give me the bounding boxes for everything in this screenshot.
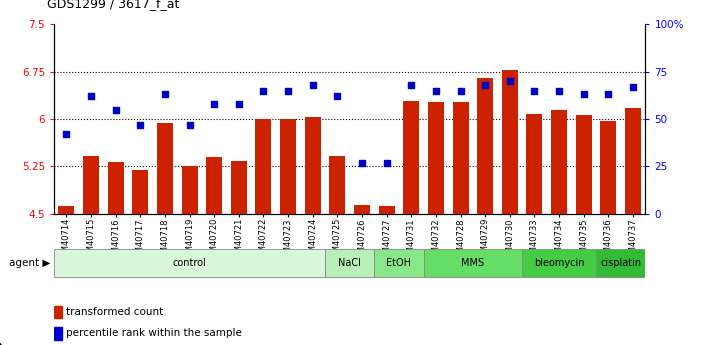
- Bar: [575, 115, 592, 345]
- Bar: [551, 110, 567, 345]
- Bar: [428, 102, 444, 345]
- Bar: [329, 156, 345, 345]
- Bar: [477, 78, 493, 345]
- Bar: [58, 206, 74, 345]
- Bar: [54, 249, 325, 277]
- Point: [332, 93, 343, 99]
- Bar: [601, 121, 616, 345]
- Text: transformed count: transformed count: [66, 307, 163, 317]
- Point: [553, 88, 565, 93]
- Point: [455, 88, 466, 93]
- Point: [430, 88, 442, 93]
- Point: [603, 91, 614, 97]
- Bar: [596, 249, 645, 277]
- Point: [578, 91, 590, 97]
- Point: [479, 82, 491, 88]
- Bar: [255, 119, 272, 345]
- Bar: [379, 206, 394, 345]
- Bar: [354, 205, 370, 345]
- Bar: [132, 170, 149, 345]
- Bar: [453, 102, 469, 345]
- Bar: [107, 162, 124, 345]
- Text: GDS1299 / 3617_f_at: GDS1299 / 3617_f_at: [47, 0, 180, 10]
- Text: percentile rank within the sample: percentile rank within the sample: [66, 328, 242, 338]
- Point: [85, 93, 97, 99]
- Point: [61, 131, 72, 137]
- Bar: [54, 327, 62, 339]
- Point: [283, 88, 294, 93]
- Point: [208, 101, 220, 107]
- Bar: [182, 167, 198, 345]
- Text: MMS: MMS: [461, 258, 485, 268]
- Point: [528, 88, 540, 93]
- Bar: [231, 161, 247, 345]
- Point: [135, 122, 146, 128]
- Point: [356, 160, 368, 165]
- Bar: [325, 249, 374, 277]
- Text: cisplatin: cisplatin: [600, 258, 641, 268]
- Point: [405, 82, 417, 88]
- Text: EtOH: EtOH: [386, 258, 412, 268]
- Text: bleomycin: bleomycin: [534, 258, 584, 268]
- Text: control: control: [173, 258, 206, 268]
- Bar: [502, 70, 518, 345]
- Bar: [423, 249, 522, 277]
- Bar: [305, 117, 321, 345]
- Point: [159, 91, 171, 97]
- Point: [504, 78, 516, 84]
- Text: agent ▶: agent ▶: [9, 258, 50, 268]
- Bar: [157, 124, 173, 345]
- Point: [233, 101, 244, 107]
- Bar: [522, 249, 596, 277]
- Bar: [83, 156, 99, 345]
- Bar: [526, 114, 542, 345]
- Bar: [625, 108, 641, 345]
- Point: [257, 88, 269, 93]
- Text: NaCl: NaCl: [338, 258, 361, 268]
- Point: [307, 82, 319, 88]
- Bar: [403, 101, 420, 345]
- Point: [381, 160, 392, 165]
- Bar: [206, 157, 222, 345]
- Point: [627, 84, 639, 90]
- Bar: [280, 119, 296, 345]
- Bar: [374, 249, 423, 277]
- Point: [184, 122, 195, 128]
- Point: [110, 107, 121, 112]
- Bar: [54, 306, 62, 318]
